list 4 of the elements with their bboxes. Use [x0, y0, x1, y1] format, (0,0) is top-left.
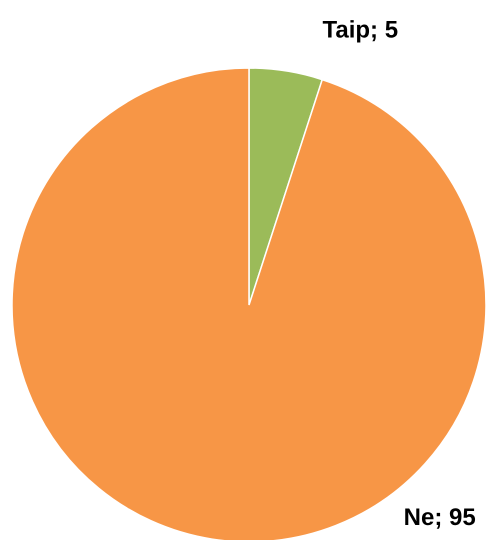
data-label: ; 95	[434, 503, 476, 530]
slice-label: Taip	[322, 16, 370, 44]
slice-label: Ne	[404, 503, 434, 530]
data-label: ; 5	[370, 16, 398, 44]
